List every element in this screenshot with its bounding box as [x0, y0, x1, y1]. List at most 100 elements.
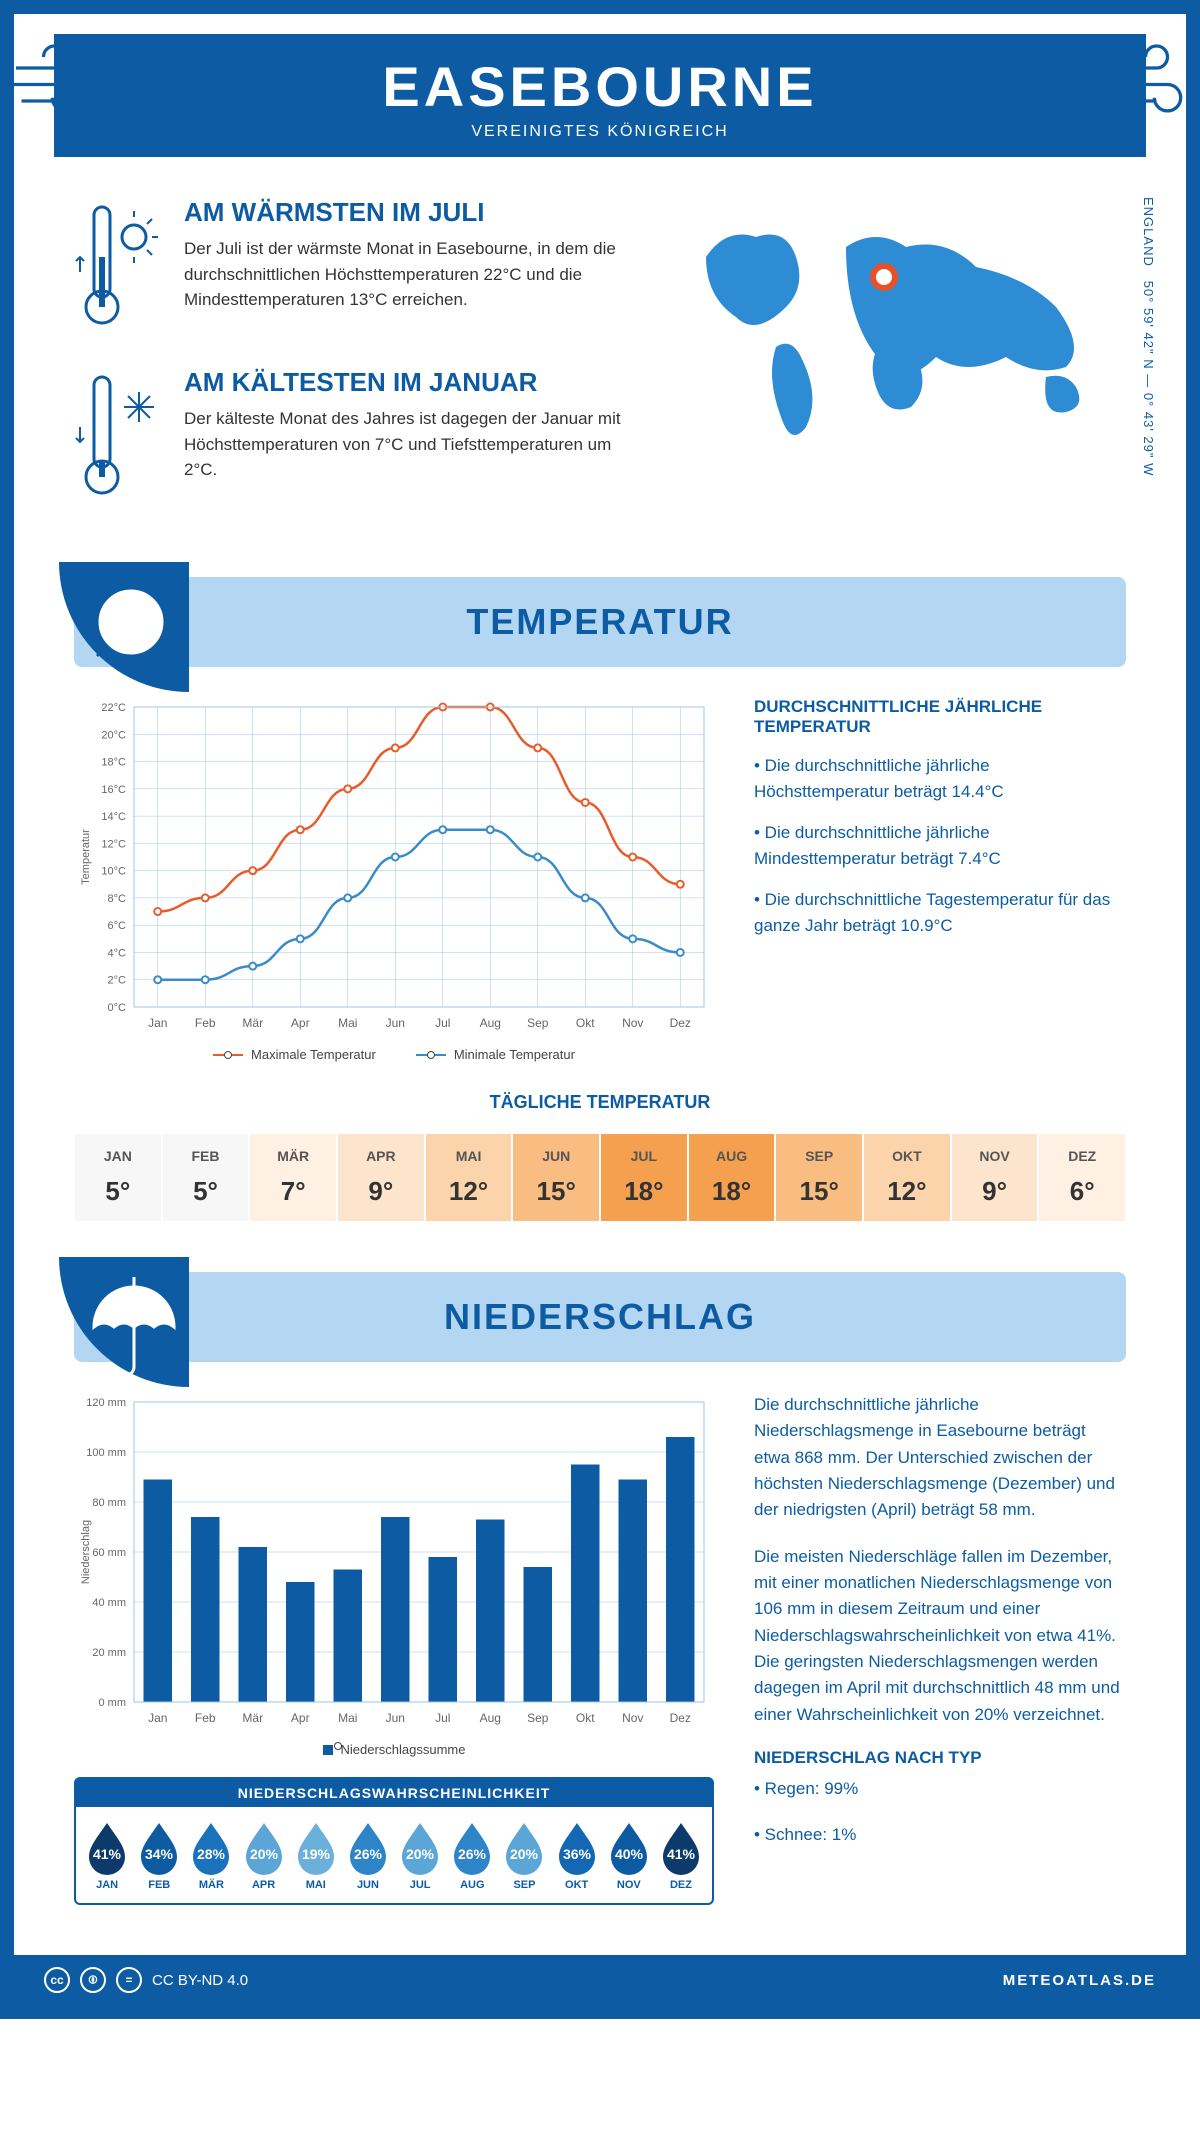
svg-text:Feb: Feb	[195, 1711, 216, 1725]
precip-chart-legend: Niederschlagssumme	[74, 1742, 714, 1757]
svg-text:36%: 36%	[563, 1846, 592, 1862]
cc-icon: cc	[44, 1967, 70, 1993]
temperature-line-chart: 0°C2°C4°C6°C8°C10°C12°C14°C16°C18°C20°C2…	[74, 697, 714, 1037]
temp-cell: DEZ6°	[1038, 1133, 1126, 1222]
svg-text:20%: 20%	[510, 1846, 539, 1862]
svg-text:6°C: 6°C	[108, 920, 127, 932]
precip-probability-box: NIEDERSCHLAGSWAHRSCHEINLICHKEIT 41%JAN34…	[74, 1777, 714, 1905]
temp-summary-text: DURCHSCHNITTLICHE JÄHRLICHE TEMPERATUR •…	[754, 697, 1126, 1062]
footer: cc 🅯 = CC BY-ND 4.0 METEOATLAS.DE	[14, 1955, 1186, 2005]
temp-cell: AUG18°	[688, 1133, 776, 1222]
temperature-banner: TEMPERATUR	[74, 577, 1126, 667]
precip-drop: 40%NOV	[604, 1819, 654, 1891]
thermometer-cold-icon	[74, 367, 164, 507]
svg-text:Mai: Mai	[338, 1711, 357, 1725]
svg-text:0°C: 0°C	[108, 1002, 127, 1014]
temp-cell: OKT12°	[863, 1133, 951, 1222]
temp-cell: JUL18°	[600, 1133, 688, 1222]
svg-text:Jun: Jun	[386, 1016, 405, 1030]
precip-drop: 41%JAN	[82, 1819, 132, 1891]
precipitation-banner: NIEDERSCHLAG	[74, 1272, 1126, 1362]
warmest-body: Der Juli ist der wärmste Monat in Easebo…	[184, 236, 626, 313]
svg-text:26%: 26%	[458, 1846, 487, 1862]
svg-text:Temperatur: Temperatur	[80, 829, 92, 885]
svg-text:40 mm: 40 mm	[92, 1597, 126, 1609]
svg-text:41%: 41%	[667, 1846, 696, 1862]
temp-cell: JUN15°	[512, 1133, 600, 1222]
svg-text:Jul: Jul	[435, 1711, 450, 1725]
svg-text:22°C: 22°C	[101, 702, 126, 714]
svg-text:34%: 34%	[145, 1846, 174, 1862]
svg-text:Feb: Feb	[195, 1016, 216, 1030]
nd-icon: =	[116, 1967, 142, 1993]
temp-chart-legend: Maximale Temperatur Minimale Temperatur	[74, 1047, 714, 1062]
temp-cell: MAI12°	[425, 1133, 513, 1222]
precip-drop: 36%OKT	[552, 1819, 602, 1891]
precip-drop: 26%JUN	[343, 1819, 393, 1891]
svg-text:20%: 20%	[406, 1846, 435, 1862]
brand-text: METEOATLAS.DE	[1003, 1972, 1156, 1989]
svg-text:Dez: Dez	[670, 1711, 691, 1725]
svg-text:Okt: Okt	[576, 1016, 595, 1030]
warmest-title: AM WÄRMSTEN IM JULI	[184, 197, 626, 228]
svg-text:2°C: 2°C	[108, 975, 127, 987]
svg-text:41%: 41%	[93, 1846, 122, 1862]
temp-cell: MÄR7°	[249, 1133, 337, 1222]
warmest-block: AM WÄRMSTEN IM JULI Der Juli ist der wär…	[74, 197, 626, 337]
svg-text:10°C: 10°C	[101, 866, 126, 878]
precip-banner-title: NIEDERSCHLAG	[444, 1296, 756, 1338]
coordinates: ENGLAND 50° 59' 42" N — 0° 43' 29" W	[1141, 197, 1156, 476]
sun-icon	[59, 562, 189, 692]
coldest-body: Der kälteste Monat des Jahres ist dagege…	[184, 406, 626, 483]
thermometer-hot-icon	[74, 197, 164, 337]
svg-text:Dez: Dez	[670, 1016, 691, 1030]
coldest-title: AM KÄLTESTEN IM JANUAR	[184, 367, 626, 398]
svg-text:Nov: Nov	[622, 1016, 643, 1030]
svg-text:Aug: Aug	[480, 1711, 501, 1725]
wind-icon	[0, 24, 104, 134]
precip-drop: 34%FEB	[134, 1819, 184, 1891]
by-icon: 🅯	[80, 1967, 106, 1993]
precip-drop: 20%SEP	[499, 1819, 549, 1891]
wind-icon	[1096, 24, 1200, 134]
precip-drop: 26%AUG	[447, 1819, 497, 1891]
precip-drop: 20%JUL	[395, 1819, 445, 1891]
svg-text:120 mm: 120 mm	[86, 1397, 126, 1409]
svg-text:Apr: Apr	[291, 1711, 310, 1725]
svg-text:Sep: Sep	[527, 1711, 549, 1725]
world-map-icon	[666, 197, 1126, 457]
temp-cell: FEB5°	[162, 1133, 250, 1222]
license-text: CC BY-ND 4.0	[152, 1972, 248, 1989]
temp-cell: JAN5°	[74, 1133, 162, 1222]
precip-summary-text: Die durchschnittliche jährliche Niedersc…	[754, 1392, 1126, 1905]
svg-text:Mär: Mär	[242, 1711, 263, 1725]
svg-text:Niederschlag: Niederschlag	[80, 1520, 92, 1584]
location-map: ENGLAND 50° 59' 42" N — 0° 43' 29" W	[666, 197, 1126, 537]
header: EASEBOURNE VEREINIGTES KÖNIGREICH	[54, 34, 1146, 157]
svg-text:4°C: 4°C	[108, 947, 127, 959]
svg-text:Jun: Jun	[386, 1711, 405, 1725]
svg-text:Aug: Aug	[480, 1016, 501, 1030]
precip-drop: 41%DEZ	[656, 1819, 706, 1891]
svg-text:100 mm: 100 mm	[86, 1447, 126, 1459]
svg-text:80 mm: 80 mm	[92, 1497, 126, 1509]
svg-text:Sep: Sep	[527, 1016, 549, 1030]
svg-text:20°C: 20°C	[101, 729, 126, 741]
svg-text:40%: 40%	[615, 1846, 644, 1862]
svg-text:0 mm: 0 mm	[99, 1697, 127, 1709]
svg-text:60 mm: 60 mm	[92, 1547, 126, 1559]
svg-text:Okt: Okt	[576, 1711, 595, 1725]
svg-text:20%: 20%	[250, 1846, 279, 1862]
umbrella-icon	[59, 1257, 189, 1387]
svg-text:19%: 19%	[302, 1846, 331, 1862]
temp-cell: NOV9°	[951, 1133, 1039, 1222]
svg-text:18°C: 18°C	[101, 757, 126, 769]
svg-text:Mär: Mär	[242, 1016, 263, 1030]
svg-text:Nov: Nov	[622, 1711, 643, 1725]
svg-text:16°C: 16°C	[101, 784, 126, 796]
svg-text:Mai: Mai	[338, 1016, 357, 1030]
svg-text:20 mm: 20 mm	[92, 1647, 126, 1659]
city-title: EASEBOURNE	[54, 54, 1146, 119]
svg-text:8°C: 8°C	[108, 893, 127, 905]
precipitation-bar-chart: 0 mm20 mm40 mm60 mm80 mm100 mm120 mmJanF…	[74, 1392, 714, 1732]
